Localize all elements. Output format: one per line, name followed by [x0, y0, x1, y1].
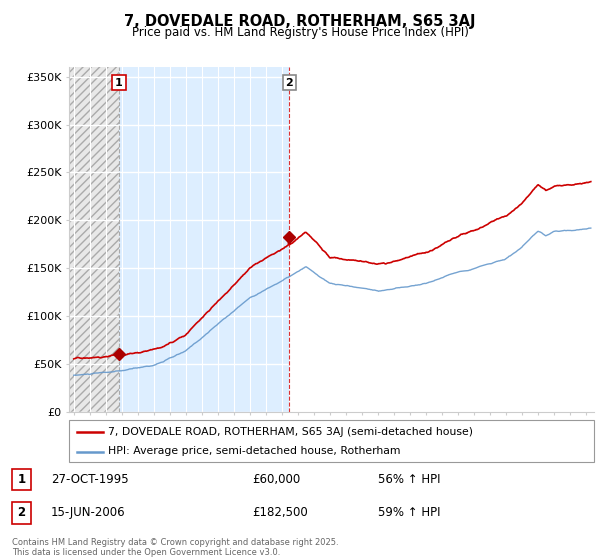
Text: £182,500: £182,500 — [252, 506, 308, 520]
Text: 59% ↑ HPI: 59% ↑ HPI — [378, 506, 440, 520]
Text: 1: 1 — [17, 473, 26, 486]
Text: 1: 1 — [115, 78, 123, 88]
Text: HPI: Average price, semi-detached house, Rotherham: HPI: Average price, semi-detached house,… — [109, 446, 401, 456]
Text: £60,000: £60,000 — [252, 473, 300, 486]
Text: Price paid vs. HM Land Registry's House Price Index (HPI): Price paid vs. HM Land Registry's House … — [131, 26, 469, 39]
Text: 27-OCT-1995: 27-OCT-1995 — [51, 473, 128, 486]
Text: 56% ↑ HPI: 56% ↑ HPI — [378, 473, 440, 486]
Text: Contains HM Land Registry data © Crown copyright and database right 2025.
This d: Contains HM Land Registry data © Crown c… — [12, 538, 338, 557]
Text: 2: 2 — [17, 506, 26, 520]
Text: 15-JUN-2006: 15-JUN-2006 — [51, 506, 125, 520]
Text: 7, DOVEDALE ROAD, ROTHERHAM, S65 3AJ: 7, DOVEDALE ROAD, ROTHERHAM, S65 3AJ — [124, 14, 476, 29]
Text: 2: 2 — [286, 78, 293, 88]
Text: 7, DOVEDALE ROAD, ROTHERHAM, S65 3AJ (semi-detached house): 7, DOVEDALE ROAD, ROTHERHAM, S65 3AJ (se… — [109, 427, 473, 437]
